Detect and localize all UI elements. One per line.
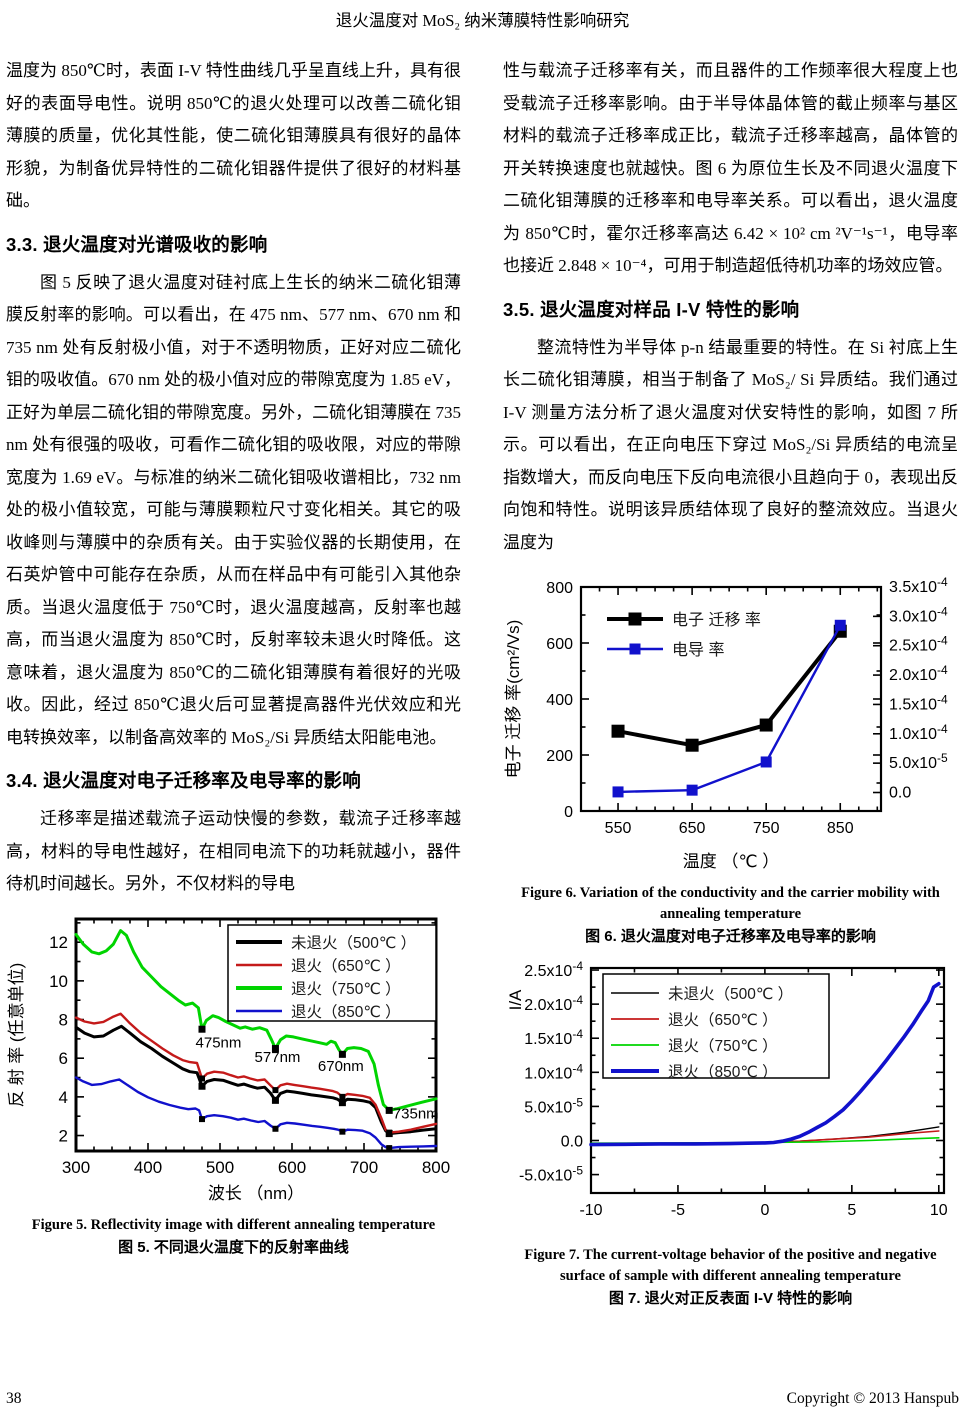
figure7-caption-zh: 图 7. 退火对正反表面 I-V 特性的影响	[608, 1290, 853, 1307]
figure6-caption: Figure 6. Variation of the conductivity …	[503, 883, 958, 948]
svg-text:2.5x10-4: 2.5x10-4	[889, 634, 948, 655]
svg-text:500: 500	[206, 1158, 234, 1177]
svg-text:退火（750℃ ）: 退火（750℃ ）	[668, 1037, 778, 1055]
svg-text:2.5x10-4: 2.5x10-4	[524, 960, 583, 980]
svg-text:2: 2	[59, 1126, 68, 1145]
svg-text:600: 600	[278, 1158, 306, 1177]
svg-text:700: 700	[350, 1158, 378, 1177]
svg-text:退火（650℃ ）: 退火（650℃ ）	[668, 1011, 778, 1029]
figure7-caption: Figure 7. The current-voltage behavior o…	[503, 1245, 958, 1310]
paragraph-section-3-3: 图 5 反映了退火温度对硅衬底上生长的纳米二硫化钼薄膜反射率的影响。可以看出，在…	[6, 272, 461, 747]
svg-text:I/A: I/A	[506, 989, 525, 1010]
svg-text:300: 300	[62, 1158, 90, 1177]
svg-text:2.0x10-4: 2.0x10-4	[524, 993, 583, 1014]
svg-text:800: 800	[422, 1158, 450, 1177]
paragraph-section-3-5: 整流特性为半导体 p-n 结最重要的特性。在 Si 衬底上生长二硫化钼薄膜，相当…	[503, 337, 958, 552]
svg-text:-5: -5	[671, 1202, 685, 1219]
figure-6: 550 650 750 850 0 200 400 600 800 0.0 5.0x10-5 1.0x…	[503, 571, 958, 948]
svg-text:电导 率: 电导 率	[672, 641, 724, 659]
svg-text:1.5x10-4: 1.5x10-4	[889, 692, 948, 713]
svg-text:800: 800	[546, 580, 573, 597]
copyright-notice: Copyright © 2013 Hanspub	[786, 1390, 959, 1407]
svg-text:1.0x10-4: 1.0x10-4	[889, 722, 948, 743]
svg-text:-10: -10	[579, 1202, 602, 1219]
svg-text:10: 10	[49, 971, 68, 990]
svg-text:400: 400	[134, 1158, 162, 1177]
svg-text:波长 （nm）: 波长 （nm）	[208, 1184, 304, 1203]
figure6-mobility-conductivity-chart: 550 650 750 850 0 200 400 600 800 0.0 5.0x10-5 1.0x…	[504, 575, 948, 871]
svg-text:未退火（500℃ ）: 未退火（500℃ ）	[291, 934, 416, 952]
svg-text:退火（750℃ ）: 退火（750℃ ）	[291, 980, 401, 998]
svg-text:577nm: 577nm	[255, 1049, 301, 1066]
svg-text:-5.0x10-5: -5.0x10-5	[519, 1164, 583, 1185]
svg-text:850: 850	[827, 820, 854, 837]
svg-text:电子 迁移 率: 电子 迁移 率	[672, 611, 761, 629]
svg-text:600: 600	[546, 636, 573, 653]
svg-text:0.0: 0.0	[561, 1134, 583, 1151]
left-column: 温度为 850℃时，表面 I-V 特性曲线几乎呈直线上升，具有很好的表面导电性。…	[6, 55, 461, 1310]
svg-text:3.0x10-4: 3.0x10-4	[889, 604, 948, 625]
figure5-caption-en: Figure 5. Reflectivity image with differ…	[31, 1216, 436, 1233]
svg-text:1.0x10-4: 1.0x10-4	[524, 1061, 583, 1082]
svg-text:退火（850℃ ）: 退火（850℃ ）	[291, 1003, 401, 1021]
figure-5: 300 400 500 600 700 800 2 4 6 8 10 12 475nm 577nm 670n…	[6, 913, 461, 1259]
svg-text:2.0x10-4: 2.0x10-4	[889, 663, 948, 684]
figure7-caption-en: Figure 7. The current-voltage behavior o…	[524, 1247, 937, 1284]
paragraph-continuation-right: 性与载流子迁移率有关，而且器件的工作频率很大程度上也受载流子迁移率影响。由于半导…	[503, 61, 958, 275]
right-column: 性与载流子迁移率有关，而且器件的工作频率很大程度上也受载流子迁移率影响。由于半导…	[503, 55, 958, 1310]
svg-text:0.0: 0.0	[889, 785, 911, 802]
svg-text:200: 200	[546, 748, 573, 765]
svg-text:650: 650	[679, 820, 706, 837]
figure5-caption: Figure 5. Reflectivity image with differ…	[6, 1215, 461, 1259]
svg-text:退火（850℃ ）: 退火（850℃ ）	[668, 1063, 778, 1081]
svg-text:750: 750	[753, 820, 780, 837]
svg-text:735nm: 735nm	[393, 1105, 439, 1122]
two-column-body: 温度为 850℃时，表面 I-V 特性曲线几乎呈直线上升，具有很好的表面导电性。…	[0, 55, 965, 1310]
svg-text:400: 400	[546, 692, 573, 709]
section-heading-3-5: 3.5. 退火温度对样品 I-V 特性的影响	[503, 298, 800, 320]
svg-text:0: 0	[760, 1202, 769, 1219]
svg-text:未退火（500℃ ）: 未退火（500℃ ）	[668, 985, 793, 1003]
svg-text:5.0x10-5: 5.0x10-5	[524, 1095, 583, 1116]
figure6-caption-zh: 图 6. 退火温度对电子迁移率及电导率的影响	[585, 928, 876, 945]
svg-text:电子 迁移 率(cm²/Vs): 电子 迁移 率(cm²/Vs)	[504, 620, 523, 779]
figure6-caption-en: Figure 6. Variation of the conductivity …	[521, 885, 940, 922]
page-number: 38	[6, 1390, 22, 1407]
paragraph-section-3-4: 迁移率是描述载流子运动快慢的参数，载流子迁移率越高，材料的导电性越好，在相同电流…	[6, 809, 461, 893]
svg-text:475nm: 475nm	[196, 1034, 242, 1051]
svg-text:1.5x10-4: 1.5x10-4	[524, 1027, 583, 1048]
figure5-caption-zh: 图 5. 不同退火温度下的反射率曲线	[118, 1238, 349, 1256]
svg-text:退火（650℃ ）: 退火（650℃ ）	[291, 957, 401, 975]
svg-text:4: 4	[59, 1087, 68, 1106]
svg-text:10: 10	[930, 1202, 948, 1219]
svg-text:12: 12	[49, 933, 68, 952]
figure5-reflectivity-chart: 300 400 500 600 700 800 2 4 6 8 10 12 475nm 577nm 670n…	[7, 917, 450, 1203]
svg-text:8: 8	[59, 1010, 68, 1029]
svg-text:6: 6	[59, 1049, 68, 1068]
running-header-title: 退火温度对 MoS₂ 纳米薄膜特性影响研究	[335, 11, 630, 30]
svg-text:温度 （℃ ）: 温度 （℃ ）	[683, 852, 780, 871]
svg-text:670nm: 670nm	[318, 1057, 364, 1074]
page-footer: 38 Copyright © 2013 Hanspub	[6, 1390, 959, 1408]
section-heading-3-3: 3.3. 退火温度对光谱吸收的影响	[6, 233, 268, 255]
paragraph-continuation: 温度为 850℃时，表面 I-V 特性曲线几乎呈直线上升，具有很好的表面导电性。…	[6, 61, 461, 210]
svg-text:反 射 率 (任意单位): 反 射 率 (任意单位)	[7, 962, 26, 1107]
figure-7: -10 -5 0 5 10 2.5x10-4 2.0x10-4 1.5x10-4 1.0x10-…	[503, 960, 958, 1310]
svg-text:550: 550	[605, 820, 632, 837]
svg-text:5: 5	[847, 1202, 856, 1219]
svg-text:0: 0	[564, 804, 573, 821]
svg-text:3.5x10-4: 3.5x10-4	[889, 575, 948, 596]
section-heading-3-4: 3.4. 退火温度对电子迁移率及电导率的影响	[6, 770, 361, 791]
figure7-iv-curve-chart: -10 -5 0 5 10 2.5x10-4 2.0x10-4 1.5x10-4 1.0x10-…	[506, 960, 948, 1219]
svg-text:5.0x10-5: 5.0x10-5	[889, 751, 948, 772]
